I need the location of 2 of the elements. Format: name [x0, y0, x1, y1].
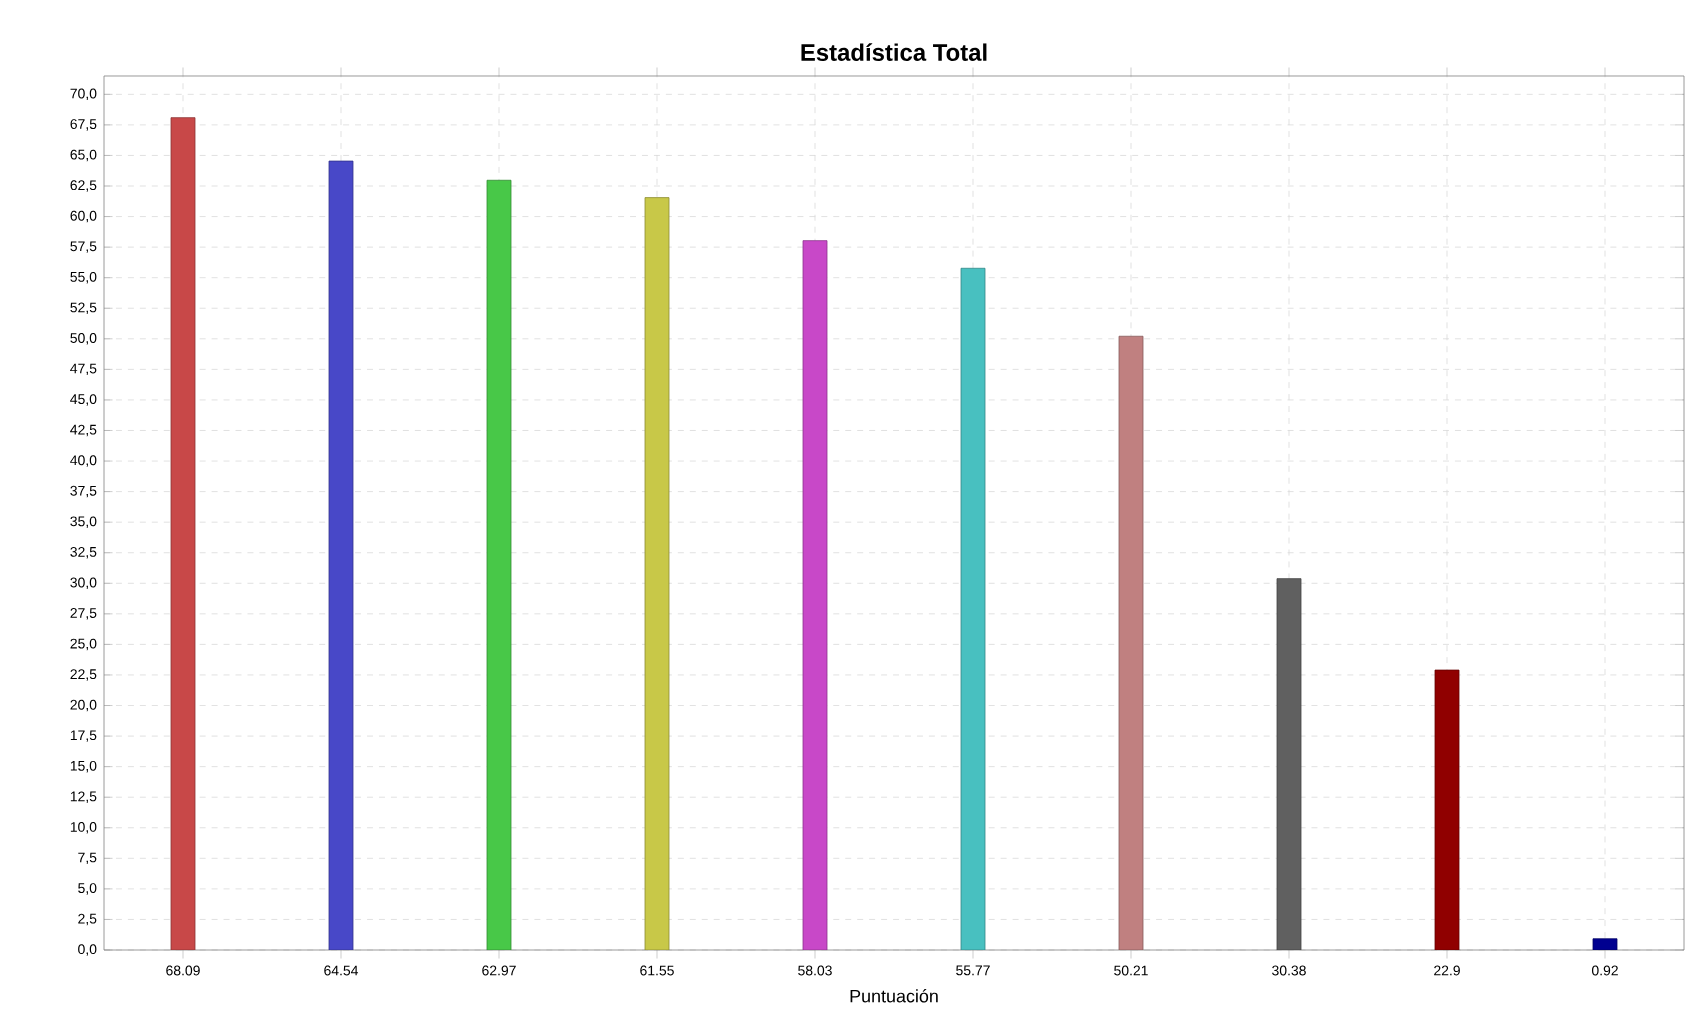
x-axis-title: Puntuación [850, 989, 938, 1003]
chart-title: Estadística Total [801, 43, 987, 61]
